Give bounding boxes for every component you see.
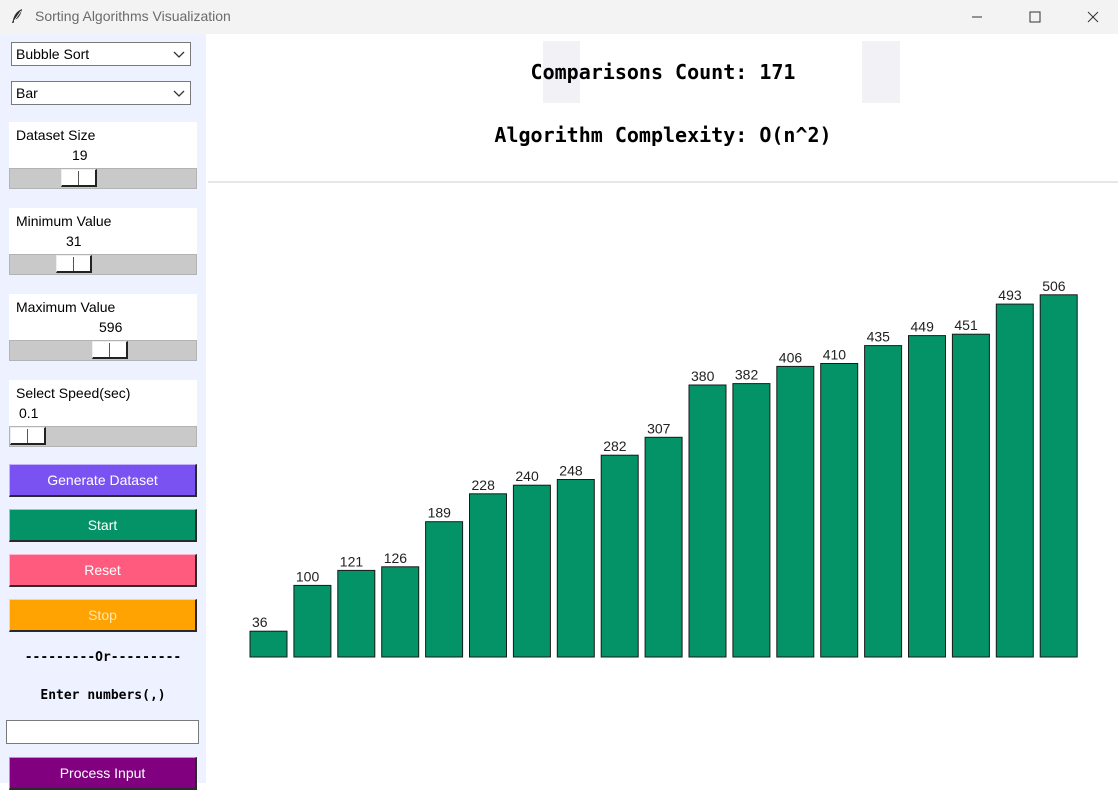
bar-3 <box>337 569 376 658</box>
dataset-size-value: 19 <box>72 147 88 163</box>
dataset-size-slider[interactable] <box>9 168 197 189</box>
bar-9 <box>600 454 639 658</box>
bar-label-5: 189 <box>428 505 452 521</box>
bar-label-8: 248 <box>559 463 583 479</box>
maximize-icon <box>1029 11 1041 23</box>
bar-10 <box>644 436 683 658</box>
maximum-value-control: Maximum Value 596 <box>9 294 197 361</box>
dataset-size-slider-handle[interactable] <box>61 169 97 187</box>
minimum-value-slider[interactable] <box>9 254 197 275</box>
bar-1 <box>249 630 288 658</box>
bar-label-10: 307 <box>647 420 671 436</box>
stop-button[interactable]: Stop <box>9 599 197 632</box>
minimum-value-label: Minimum Value <box>16 213 112 229</box>
maximum-value-value: 596 <box>99 319 123 335</box>
speed-control: Select Speed(sec) 0.1 <box>9 380 197 447</box>
bar-label-14: 410 <box>823 347 847 363</box>
chart-type-select[interactable]: Bar <box>11 81 191 105</box>
reset-button[interactable]: Reset <box>9 554 197 587</box>
comparisons-count: Comparisons Count: 171 <box>530 60 796 84</box>
speed-slider[interactable] <box>9 426 197 447</box>
bar-11 <box>688 384 727 658</box>
minimum-value-value: 31 <box>66 233 82 249</box>
chevron-down-icon <box>173 51 185 58</box>
bar-15 <box>864 345 903 658</box>
maximize-button[interactable] <box>1012 0 1058 34</box>
algorithm-complexity: Algorithm Complexity: O(n^2) <box>494 123 832 147</box>
header-separator <box>208 181 1118 183</box>
bar-label-12: 382 <box>735 367 759 383</box>
bar-label-15: 435 <box>867 329 891 345</box>
minimize-button[interactable] <box>954 0 1000 34</box>
speed-value: 0.1 <box>19 405 39 421</box>
bar-14 <box>820 363 859 658</box>
or-divider: ---------Or--------- <box>24 650 182 665</box>
bar-8 <box>556 479 595 658</box>
bar-label-4: 126 <box>384 550 408 566</box>
bar-12 <box>732 383 771 658</box>
minimum-value-slider-handle[interactable] <box>56 255 92 273</box>
comparisons-count-inner <box>580 41 862 103</box>
bar-4 <box>381 566 420 658</box>
maximum-value-slider-handle[interactable] <box>92 341 128 359</box>
minimum-value-control: Minimum Value 31 <box>9 208 197 275</box>
bar-label-16: 449 <box>911 319 935 335</box>
bar-label-6: 228 <box>472 477 496 493</box>
bar-17 <box>951 333 990 658</box>
dataset-size-label: Dataset Size <box>16 127 96 143</box>
bar-label-19: 506 <box>1042 278 1066 294</box>
feather-icon <box>12 9 22 23</box>
title-bar: Sorting Algorithms Visualization <box>0 0 1118 34</box>
speed-label: Select Speed(sec) <box>16 385 131 401</box>
generate-dataset-button[interactable]: Generate Dataset <box>9 464 197 497</box>
close-button[interactable] <box>1070 0 1116 34</box>
bar-label-3: 121 <box>340 553 364 569</box>
control-panel: Bubble Sort Bar Dataset Size 19 Minimum … <box>0 34 206 790</box>
maximum-value-slider[interactable] <box>9 340 197 361</box>
bar-chart: 36 100 121 126 189 228 240 248 282 307 380 382 406 41… <box>249 278 1078 658</box>
numbers-input[interactable] <box>6 720 199 744</box>
bar-label-11: 380 <box>691 368 715 384</box>
start-button[interactable]: Start <box>9 509 197 542</box>
bar-label-2: 100 <box>296 568 320 584</box>
algorithm-select-value: Bubble Sort <box>16 46 90 62</box>
dataset-size-control: Dataset Size 19 <box>9 122 197 189</box>
bar-18 <box>995 303 1034 658</box>
bar-label-17: 451 <box>954 317 978 333</box>
window-title: Sorting Algorithms Visualization <box>35 8 231 24</box>
close-icon <box>1087 11 1099 23</box>
bar-2 <box>293 584 332 658</box>
chart-type-select-value: Bar <box>16 85 38 101</box>
bar-label-1: 36 <box>252 614 268 630</box>
minimize-icon <box>972 16 982 18</box>
bar-label-18: 493 <box>998 287 1022 303</box>
bar-label-13: 406 <box>779 349 803 365</box>
bar-label-9: 282 <box>603 438 627 454</box>
bar-6 <box>469 493 507 658</box>
bar-19 <box>1039 294 1078 658</box>
process-input-button[interactable]: Process Input <box>9 757 197 790</box>
bar-label-7: 240 <box>515 468 539 484</box>
maximum-value-label: Maximum Value <box>16 299 116 315</box>
bar-5 <box>425 521 464 658</box>
bar-7 <box>512 484 551 658</box>
bar-16 <box>908 335 946 658</box>
algorithm-select[interactable]: Bubble Sort <box>11 42 191 66</box>
bar-13 <box>776 365 815 658</box>
chevron-down-icon <box>173 90 185 97</box>
speed-slider-handle[interactable] <box>10 427 46 445</box>
enter-numbers-label: Enter numbers(,) <box>40 688 166 703</box>
